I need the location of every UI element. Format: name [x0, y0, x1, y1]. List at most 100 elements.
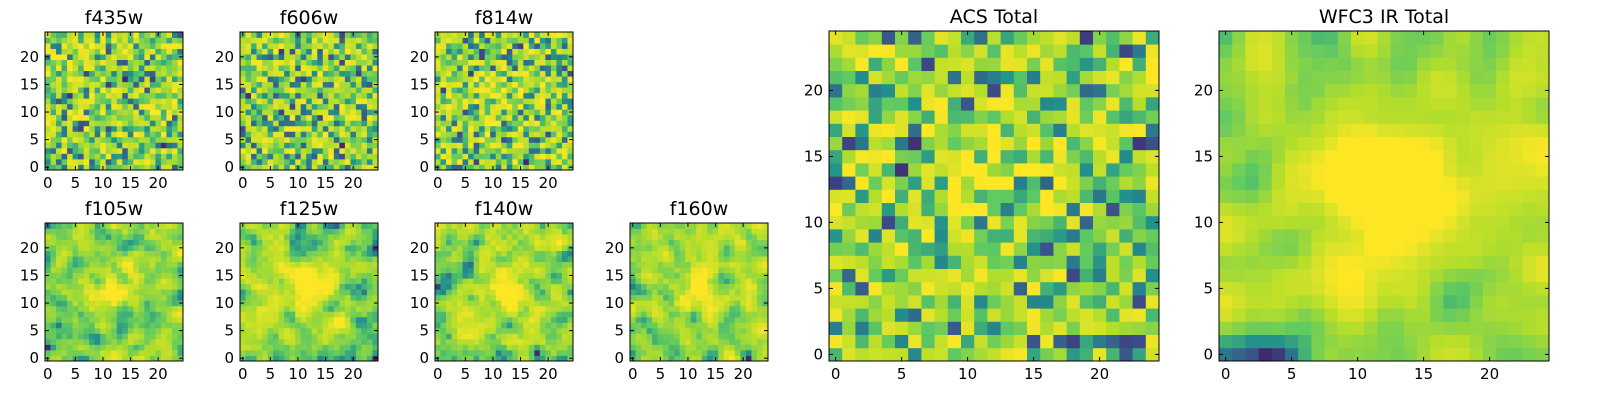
- heatmap-cell: [468, 239, 475, 246]
- heatmap-cell: [50, 87, 57, 94]
- heatmap-cell: [344, 37, 351, 44]
- heatmap-cell: [545, 65, 552, 72]
- heatmap-cell: [267, 147, 274, 154]
- heatmap-cell: [171, 109, 178, 116]
- heatmap-cell: [440, 158, 447, 165]
- heatmap-cell: [881, 189, 896, 203]
- heatmap-cell: [534, 234, 541, 240]
- heatmap-cell: [166, 256, 173, 263]
- heatmap-cell: [734, 223, 741, 229]
- heatmap-cell: [534, 158, 541, 165]
- heatmap-cell: [539, 223, 546, 229]
- heatmap-cell: [61, 136, 68, 143]
- heatmap-cell: [273, 289, 280, 296]
- heatmap-cell: [177, 261, 184, 268]
- heatmap-cell: [122, 125, 129, 132]
- x-tick-label: 5: [71, 365, 81, 383]
- heatmap-cell: [501, 289, 508, 296]
- heatmap-cell: [322, 65, 329, 72]
- heatmap-cell: [523, 76, 530, 83]
- heatmap-cell: [133, 98, 140, 105]
- heatmap-cell: [278, 300, 285, 307]
- heatmap-cell: [729, 228, 736, 235]
- heatmap-cell: [868, 268, 883, 283]
- heatmap-cell: [473, 158, 480, 165]
- heatmap-cell: [355, 54, 362, 60]
- heatmap-cell: [723, 228, 730, 235]
- heatmap-cell: [881, 255, 896, 269]
- heatmap-cell: [762, 250, 769, 257]
- heatmap-cell: [512, 92, 519, 99]
- heatmap-cell: [534, 239, 541, 246]
- heatmap-cell: [556, 250, 563, 257]
- heatmap-cell: [61, 355, 68, 362]
- heatmap-cell: [245, 153, 252, 160]
- heatmap-cell: [1119, 295, 1133, 309]
- heatmap-cell: [512, 48, 519, 55]
- heatmap-cell: [240, 267, 246, 274]
- heatmap-cell: [328, 311, 335, 318]
- heatmap-cell: [289, 120, 296, 127]
- heatmap-cell: [333, 300, 340, 307]
- heatmap-cell: [122, 32, 129, 38]
- heatmap-cell: [635, 322, 642, 329]
- heatmap-cell: [100, 256, 107, 263]
- heatmap-cell: [311, 267, 318, 274]
- heatmap-cell: [333, 338, 340, 345]
- heatmap-cell: [921, 202, 935, 217]
- heatmap-cell: [311, 65, 318, 72]
- heatmap-cell: [663, 338, 670, 345]
- heatmap-cell: [473, 234, 480, 240]
- heatmap-cell: [457, 267, 463, 274]
- heatmap-cell: [1027, 295, 1041, 309]
- heatmap-cell: [668, 300, 675, 307]
- heatmap-cell: [171, 267, 178, 274]
- heatmap-cell: [45, 158, 51, 165]
- heatmap-cell: [501, 349, 508, 356]
- heatmap-cell: [842, 295, 856, 309]
- heatmap-cell: [116, 261, 123, 268]
- heatmap-cell: [855, 176, 869, 190]
- heatmap-cell: [300, 349, 307, 356]
- heatmap-cell: [317, 59, 324, 66]
- heatmap-cell: [122, 289, 129, 296]
- heatmap-cell: [350, 250, 357, 257]
- heatmap-cell: [539, 142, 546, 149]
- heatmap-cell: [545, 305, 552, 312]
- heatmap-cell: [881, 295, 896, 309]
- heatmap-cell: [534, 70, 541, 77]
- heatmap-cell: [278, 322, 285, 329]
- heatmap-cell: [468, 256, 475, 263]
- heatmap-cell: [701, 289, 708, 296]
- heatmap-cell: [440, 114, 447, 121]
- heatmap-cell: [641, 338, 647, 345]
- heatmap-cell: [61, 300, 68, 307]
- heatmap-cell: [468, 223, 475, 229]
- heatmap-cell: [1132, 308, 1147, 322]
- heatmap-cell: [517, 114, 524, 121]
- heatmap-cell: [116, 305, 123, 312]
- heatmap-cell: [561, 76, 568, 83]
- heatmap-cell: [138, 87, 145, 94]
- heatmap-cell: [881, 308, 896, 322]
- heatmap-cell: [78, 37, 85, 44]
- heatmap-cell: [50, 65, 57, 72]
- heatmap-cell: [155, 59, 162, 66]
- heatmap-cell: [947, 229, 962, 243]
- heatmap-cell: [149, 316, 156, 323]
- heatmap-cell: [495, 234, 502, 240]
- heatmap-cell: [273, 153, 280, 160]
- heatmap-cell: [490, 272, 497, 279]
- heatmap-cell: [100, 300, 107, 307]
- heatmap-cell: [240, 344, 246, 351]
- heatmap-cell: [663, 322, 670, 329]
- heatmap-cell: [322, 98, 329, 105]
- heatmap-cell: [947, 281, 962, 296]
- heatmap-cell: [245, 316, 252, 323]
- heatmap-cell: [561, 59, 568, 66]
- heatmap-cell: [171, 300, 178, 307]
- heatmap-cell: [138, 32, 145, 38]
- y-tick-label: 0: [419, 158, 429, 176]
- heatmap-cell: [729, 333, 736, 340]
- heatmap-cell: [72, 114, 79, 121]
